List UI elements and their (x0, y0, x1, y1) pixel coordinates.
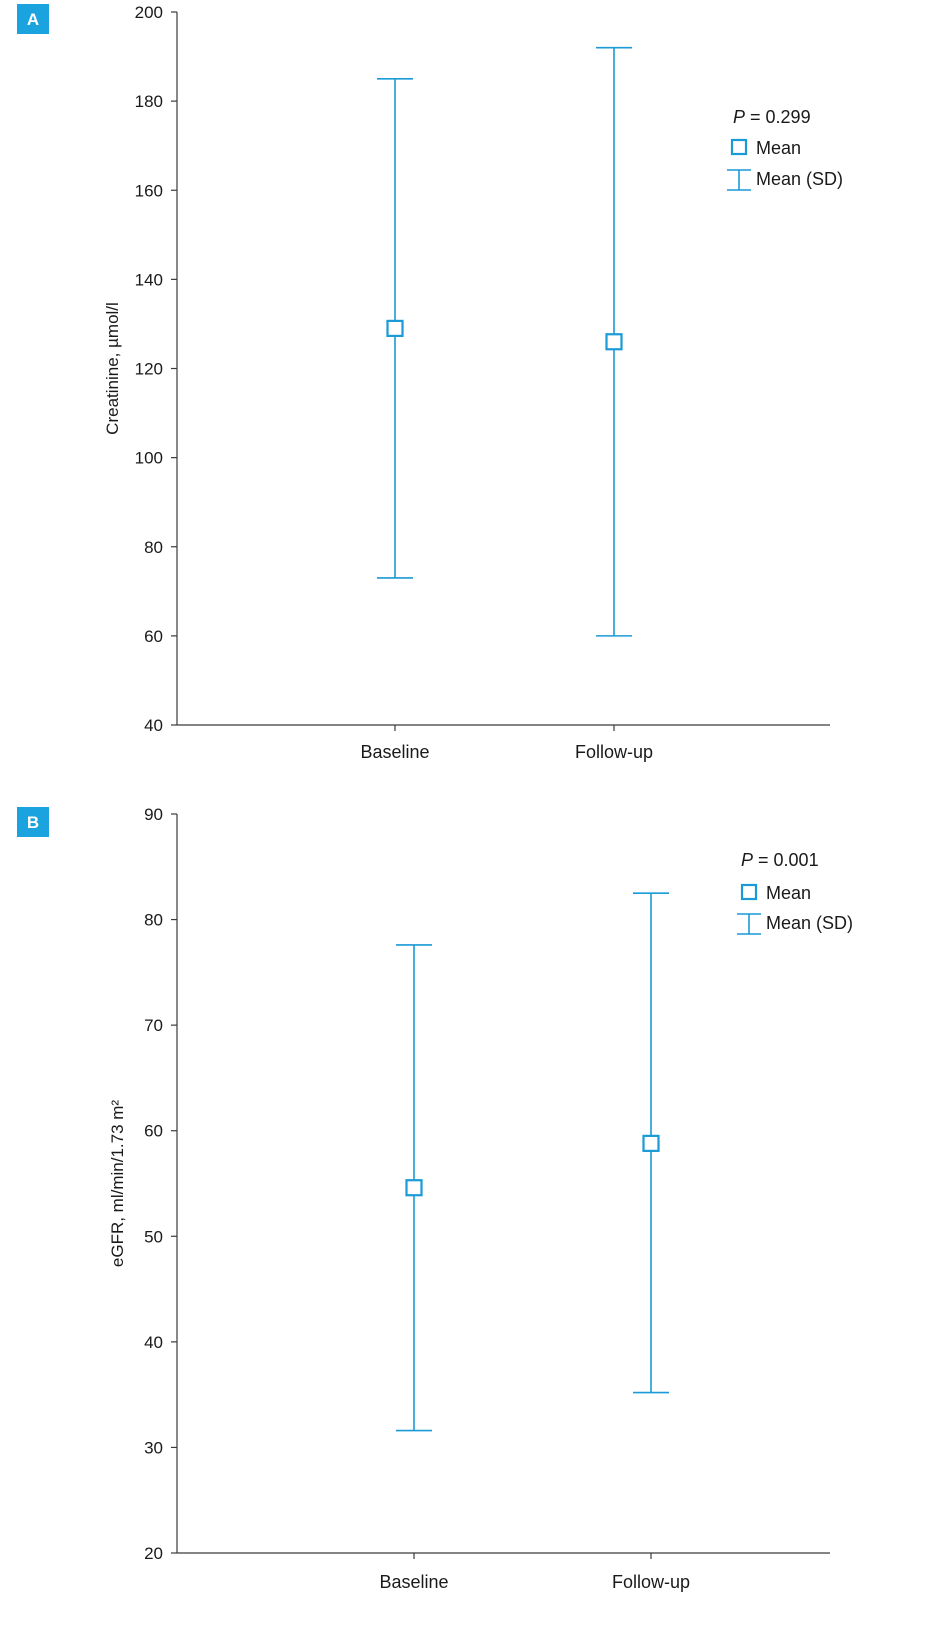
y-tick-label: 40 (144, 716, 163, 735)
y-tick-label: 70 (144, 1016, 163, 1035)
panel-label: A (27, 10, 39, 29)
y-tick-label: 60 (144, 627, 163, 646)
legend-mean-icon (730, 138, 748, 156)
y-tick-label: 90 (144, 805, 163, 824)
y-tick-label: 140 (135, 270, 163, 289)
x-tick-label: Baseline (360, 742, 429, 762)
y-tick-label: 180 (135, 92, 163, 111)
y-tick-label: 30 (144, 1438, 163, 1457)
legend-sd-label: Mean (SD) (756, 169, 843, 189)
y-tick-label: 50 (144, 1227, 163, 1246)
legend-sd-label: Mean (SD) (766, 913, 853, 933)
mean-marker (405, 1179, 423, 1197)
x-tick-label: Follow-up (612, 1572, 690, 1592)
legend-mean-icon (740, 883, 758, 901)
x-tick-label: Follow-up (575, 742, 653, 762)
mean-marker (642, 1134, 660, 1152)
panel-label: B (27, 813, 39, 832)
mean-marker (605, 333, 623, 351)
y-tick-label: 160 (135, 181, 163, 200)
panel-badge (17, 807, 49, 837)
y-tick-label: 120 (135, 360, 163, 379)
y-tick-label: 20 (144, 1544, 163, 1563)
p-value-label: P = 0.299 (733, 107, 811, 127)
legend-mean-label: Mean (766, 883, 811, 903)
y-tick-label: 80 (144, 538, 163, 557)
y-axis-title: eGFR, ml/min/1.73 m² (108, 1100, 127, 1268)
chart-panel-a: A 40 60 80 100 120 140 160 180 200 Creatinine, µmo… (17, 3, 843, 762)
panel-badge (17, 4, 49, 34)
y-tick-label: 100 (135, 449, 163, 468)
x-tick-label: Baseline (379, 1572, 448, 1592)
y-tick-label: 40 (144, 1333, 163, 1352)
y-tick-label: 80 (144, 911, 163, 930)
y-tick-label: 60 (144, 1122, 163, 1141)
legend-mean-label: Mean (756, 138, 801, 158)
p-value-label: P = 0.001 (741, 850, 819, 870)
y-axis-title: Creatinine, µmol/l (103, 302, 122, 435)
chart-panel-b: B 20 30 40 50 60 70 80 90 eGFR, ml/min/1.73 m² Bas… (17, 805, 853, 1592)
mean-marker (386, 319, 404, 337)
y-tick-label: 200 (135, 3, 163, 22)
